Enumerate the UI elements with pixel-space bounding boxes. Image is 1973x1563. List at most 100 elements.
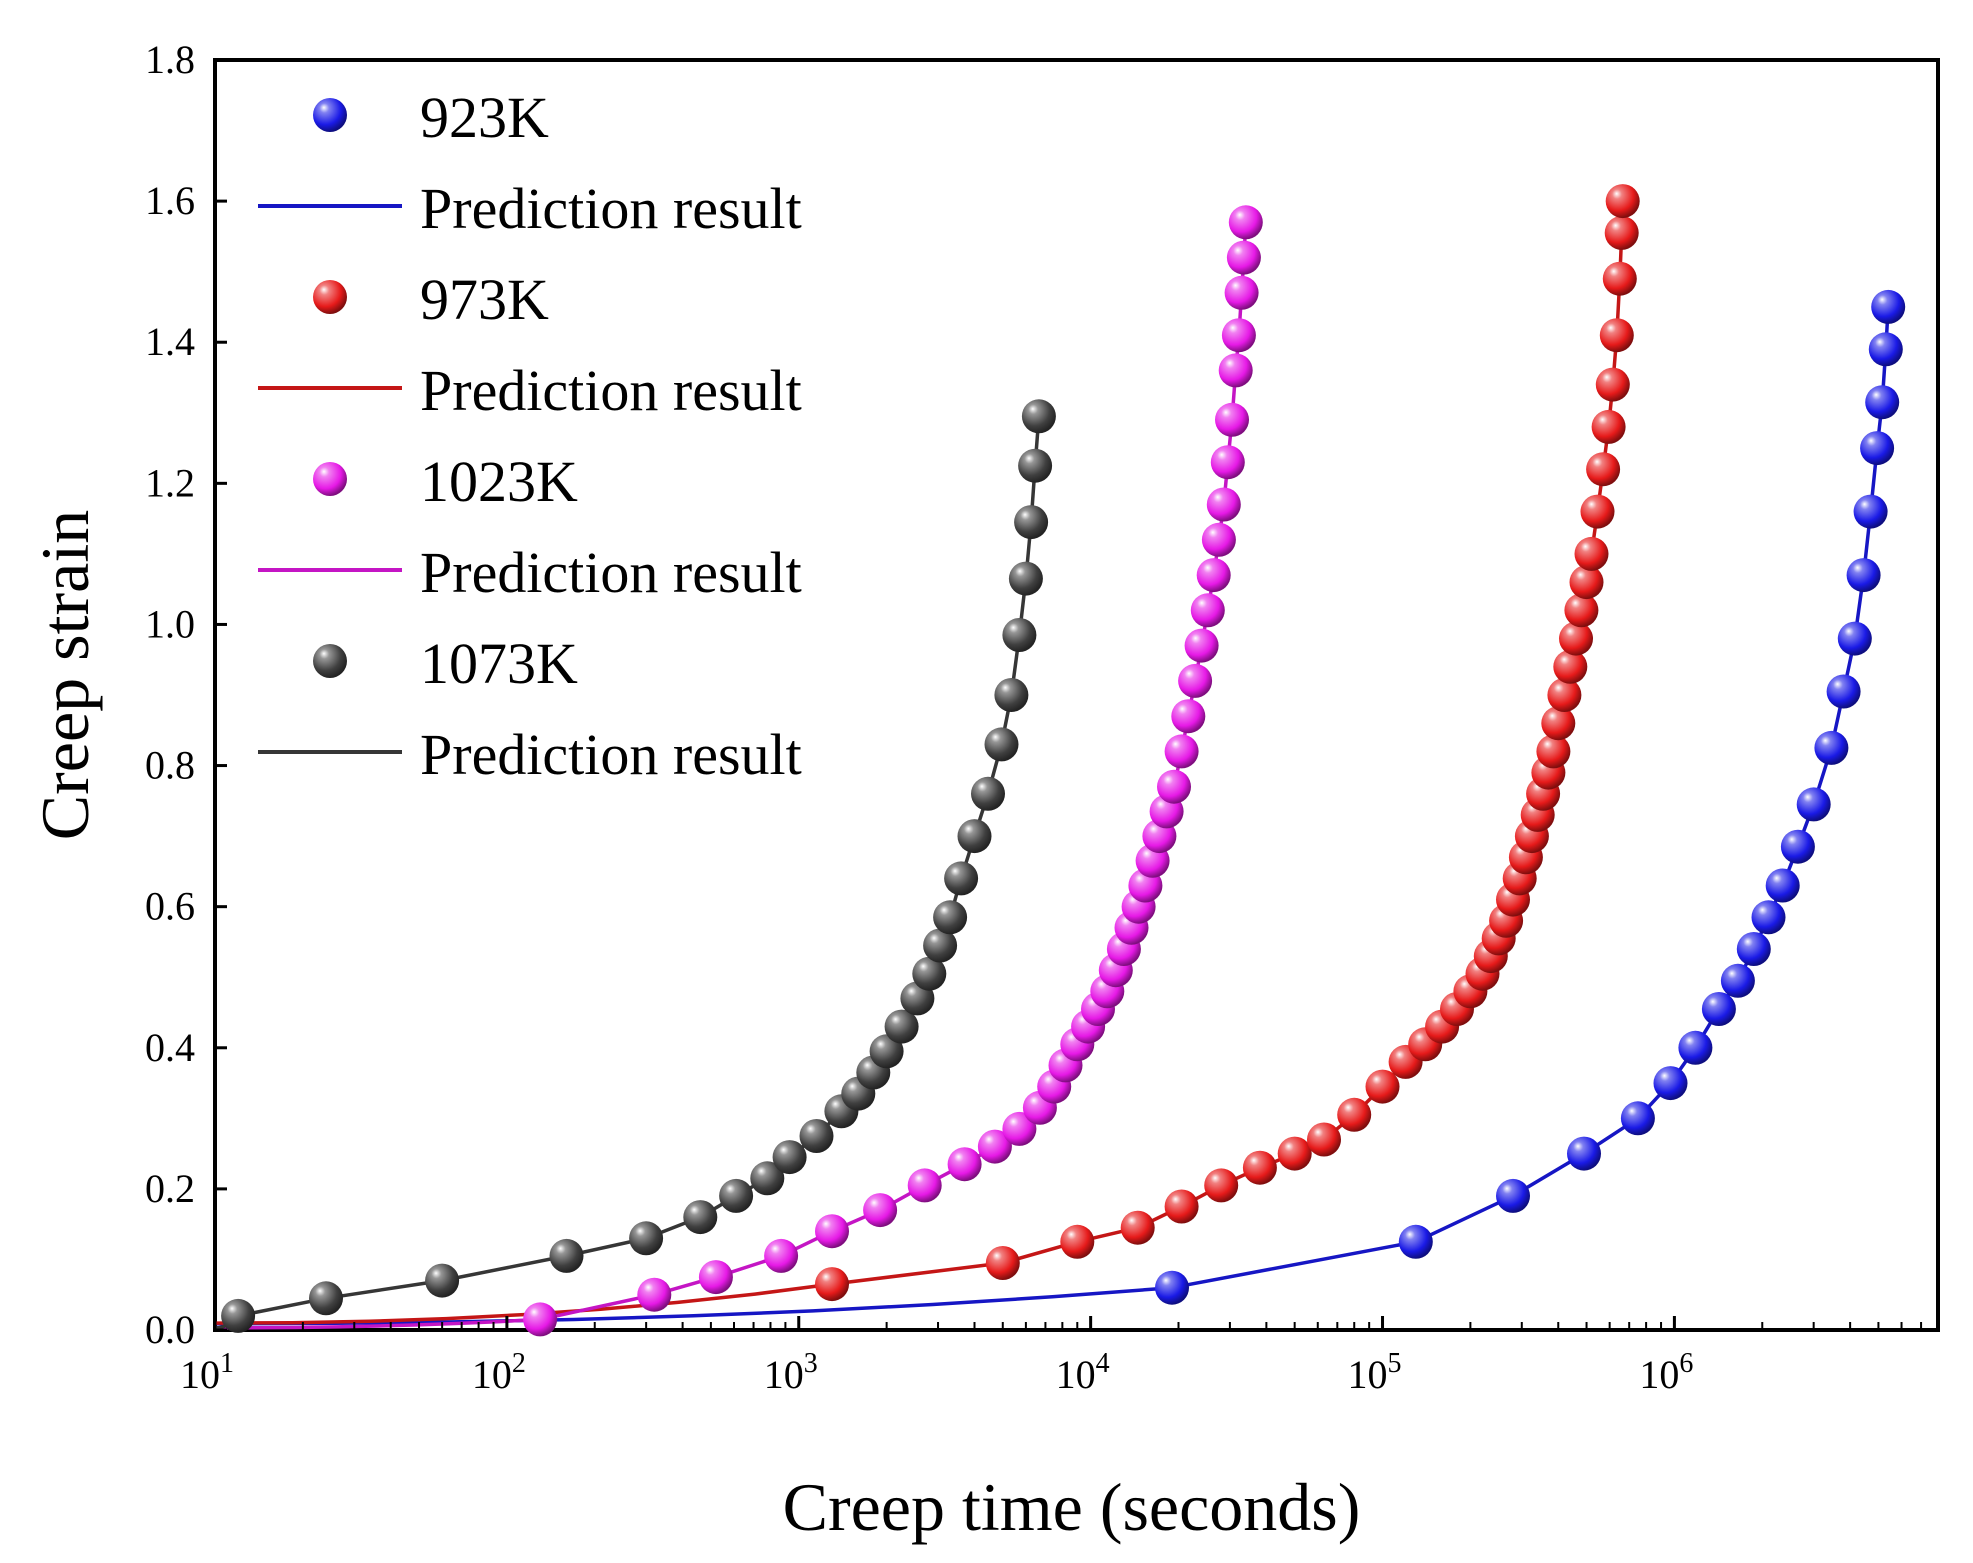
data-point xyxy=(1228,205,1263,240)
legend-entry-prediction-923K: Prediction result xyxy=(258,176,802,241)
data-point xyxy=(957,819,992,854)
data-point xyxy=(1002,618,1037,652)
data-point xyxy=(1002,1111,1037,1146)
legend-label: 1073K xyxy=(420,631,578,696)
y-axis-title: Creep strain xyxy=(27,510,103,840)
data-point xyxy=(1337,1097,1372,1132)
data-point xyxy=(1398,1224,1433,1259)
data-point xyxy=(1008,561,1043,596)
data-point xyxy=(1221,318,1256,353)
data-point xyxy=(971,776,1005,811)
data-point xyxy=(933,900,968,935)
data-point xyxy=(1201,522,1236,557)
data-points xyxy=(221,184,1906,1337)
legend-entry-prediction-1023K: Prediction result xyxy=(258,540,802,605)
data-point xyxy=(1701,992,1736,1026)
data-point xyxy=(1018,448,1053,483)
data-point xyxy=(947,1147,982,1182)
data-point xyxy=(629,1221,664,1256)
data-point xyxy=(1164,1189,1199,1224)
data-point xyxy=(523,1302,558,1337)
data-point xyxy=(984,727,1019,762)
data-point xyxy=(1567,1136,1601,1171)
data-point xyxy=(1780,829,1815,864)
data-point xyxy=(1599,318,1634,353)
legend-label: Prediction result xyxy=(420,358,802,423)
data-point xyxy=(1277,1136,1312,1171)
data-point xyxy=(1765,868,1800,903)
legend-label: 1023K xyxy=(420,449,578,514)
series-973K xyxy=(815,184,1640,1302)
legend-marker xyxy=(313,98,347,132)
x-tick-label: 103 xyxy=(764,1348,818,1397)
data-point xyxy=(1553,649,1588,684)
legend-label: Prediction result xyxy=(420,176,802,241)
data-point xyxy=(1678,1030,1713,1065)
data-point xyxy=(221,1298,256,1333)
y-tick-label: 1.4 xyxy=(145,319,195,364)
data-point xyxy=(923,928,958,963)
data-point xyxy=(1218,353,1253,388)
data-point xyxy=(1796,787,1831,822)
legend-entry-1023K: 1023K xyxy=(313,449,578,514)
legend-entry-prediction-1073K: Prediction result xyxy=(258,722,802,787)
legend-label: Prediction result xyxy=(420,540,802,605)
data-point xyxy=(1157,769,1191,804)
data-point xyxy=(1155,1270,1189,1305)
legend-marker xyxy=(313,462,347,496)
data-point xyxy=(907,1168,942,1203)
data-point xyxy=(1586,452,1621,487)
legend-label: 923K xyxy=(420,85,549,150)
data-point xyxy=(698,1260,733,1295)
data-point xyxy=(1242,1150,1277,1185)
data-point xyxy=(1060,1224,1095,1259)
data-point xyxy=(1653,1066,1688,1101)
data-point xyxy=(750,1161,785,1196)
legend-marker xyxy=(313,280,347,314)
x-tick-label: 105 xyxy=(1348,1348,1402,1397)
x-tick-label: 104 xyxy=(1056,1348,1110,1397)
data-point xyxy=(1595,367,1630,402)
data-point xyxy=(863,1193,898,1228)
data-point xyxy=(1184,628,1219,663)
data-point xyxy=(1846,558,1881,593)
data-point xyxy=(1210,445,1245,480)
data-point xyxy=(1860,431,1895,466)
data-point xyxy=(549,1238,584,1273)
x-axis-title: Creep time (seconds) xyxy=(783,1469,1361,1545)
data-point xyxy=(1014,505,1049,540)
data-point xyxy=(1620,1101,1655,1136)
data-point xyxy=(1868,332,1903,367)
data-point xyxy=(994,678,1029,712)
legend-marker xyxy=(313,644,347,678)
data-point xyxy=(977,1129,1012,1164)
data-point xyxy=(683,1200,718,1235)
data-point xyxy=(1536,734,1571,769)
x-tick-label: 101 xyxy=(180,1348,234,1397)
data-point xyxy=(1178,663,1213,698)
data-point xyxy=(1826,674,1861,709)
data-point xyxy=(1226,240,1261,275)
y-tick-label: 1.2 xyxy=(145,460,195,505)
data-point xyxy=(1865,385,1900,420)
y-axis: 0.0 0.2 0.4 0.6 0.8 1.0 1.2 1.4 1.6 1.8 xyxy=(145,37,227,1352)
data-point xyxy=(1871,289,1906,324)
data-point xyxy=(1853,494,1888,529)
data-point xyxy=(1164,734,1199,769)
data-point xyxy=(1541,706,1576,741)
data-point xyxy=(772,1140,807,1175)
y-tick-label: 1.6 xyxy=(145,178,195,223)
data-point xyxy=(869,1034,904,1069)
data-point xyxy=(719,1178,754,1213)
data-point xyxy=(1837,621,1872,656)
series-1073K xyxy=(221,399,1056,1333)
data-point xyxy=(1547,678,1582,712)
data-point xyxy=(1569,565,1604,600)
data-point xyxy=(1814,730,1849,765)
data-point xyxy=(1206,487,1241,522)
series-923K xyxy=(1155,289,1906,1305)
data-point xyxy=(1564,593,1599,628)
legend-entry-prediction-973K: Prediction result xyxy=(258,358,802,423)
data-point xyxy=(1574,536,1609,571)
